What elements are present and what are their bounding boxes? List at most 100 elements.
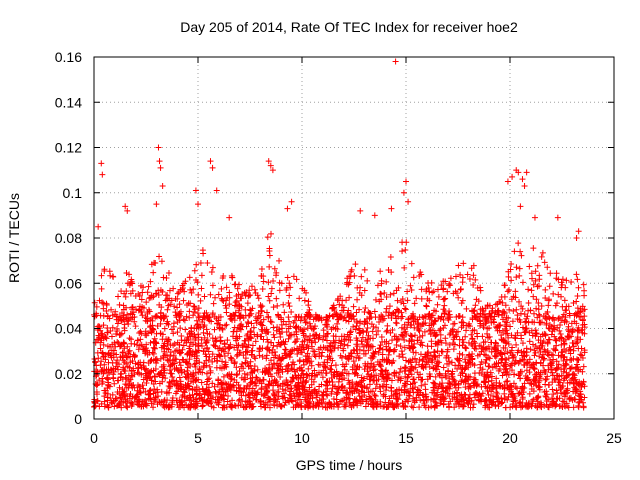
data-point [423, 303, 430, 310]
data-point [284, 205, 291, 212]
data-point [307, 322, 314, 329]
data-point [334, 390, 341, 397]
data-point [234, 371, 241, 378]
data-point [275, 362, 282, 369]
data-point [355, 381, 362, 388]
data-point [316, 369, 323, 376]
data-point [332, 383, 339, 390]
data-point [469, 327, 476, 334]
data-point [422, 386, 429, 393]
data-point [339, 387, 346, 394]
data-point [575, 228, 582, 235]
data-point [364, 277, 371, 284]
data-point [452, 273, 459, 280]
data-point [259, 353, 266, 360]
data-point [536, 276, 543, 283]
data-point [123, 304, 130, 311]
data-point [500, 308, 507, 315]
data-point [120, 357, 127, 364]
data-point [466, 383, 473, 390]
data-point [142, 388, 149, 395]
data-point [142, 331, 149, 338]
data-point [498, 312, 505, 319]
data-point [213, 187, 220, 194]
data-point [414, 321, 421, 328]
data-point [505, 287, 512, 294]
data-point [244, 349, 251, 356]
data-point [305, 365, 312, 372]
data-point [462, 373, 469, 380]
data-point [525, 307, 532, 314]
data-point [509, 390, 516, 397]
chart-title: Day 205 of 2014, Rate Of TEC Index for r… [180, 19, 518, 35]
data-point [530, 293, 537, 300]
data-point [492, 324, 499, 331]
data-point [360, 377, 367, 384]
data-point [99, 378, 106, 385]
data-point [236, 368, 243, 375]
data-point [249, 342, 256, 349]
data-point [154, 313, 161, 320]
data-point [561, 398, 568, 405]
data-point [260, 400, 267, 407]
data-point [455, 262, 462, 269]
data-points [91, 58, 588, 411]
data-point [388, 387, 395, 394]
data-point [449, 327, 456, 334]
data-point [114, 313, 121, 320]
data-point [505, 273, 512, 280]
data-point [263, 330, 270, 337]
data-point [270, 331, 277, 338]
data-point [415, 361, 422, 368]
data-point [190, 303, 197, 310]
data-point [534, 262, 541, 269]
data-point [354, 372, 361, 379]
data-point [337, 398, 344, 405]
data-point [145, 391, 152, 398]
data-point [182, 381, 189, 388]
data-point [390, 347, 397, 354]
data-point [191, 386, 198, 393]
y-tick-label: 0.06 [55, 275, 82, 291]
data-point [208, 269, 215, 275]
data-point [223, 284, 230, 291]
data-point [502, 302, 509, 309]
data-point [158, 364, 165, 371]
data-point [311, 387, 318, 394]
data-point [147, 316, 154, 323]
data-point [449, 396, 456, 403]
data-point [398, 315, 405, 322]
data-point [150, 344, 157, 351]
data-point [376, 361, 383, 368]
data-point [346, 389, 353, 396]
data-point [363, 329, 370, 336]
data-point [175, 289, 182, 296]
data-point [172, 309, 179, 316]
data-point [459, 351, 466, 358]
data-point [576, 393, 583, 400]
data-point [477, 396, 484, 403]
data-point [259, 322, 266, 329]
data-point [286, 292, 293, 299]
data-point [516, 390, 523, 397]
data-point [344, 310, 351, 317]
data-point [197, 297, 204, 304]
data-point [499, 372, 506, 379]
data-point [222, 388, 229, 395]
data-point [147, 358, 154, 365]
data-point [96, 297, 103, 304]
data-point [170, 377, 177, 384]
data-point [227, 316, 234, 323]
data-point [195, 305, 202, 312]
data-point [513, 306, 520, 313]
data-point [516, 316, 523, 323]
data-point [220, 373, 227, 380]
data-point [533, 305, 540, 312]
data-point [134, 387, 141, 394]
data-point [204, 390, 211, 397]
data-point [559, 349, 566, 356]
data-point [450, 290, 457, 297]
data-point [479, 333, 486, 340]
data-point [532, 378, 539, 385]
data-point [288, 198, 295, 205]
